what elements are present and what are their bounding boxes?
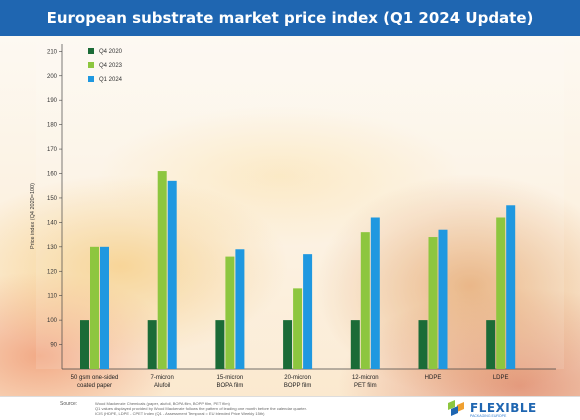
x-axis-labels: 50 gsm one-sided coated paper 7-micron Aluf… (71, 375, 509, 389)
x-tick-label: 7-micron (151, 375, 174, 381)
legend-label: Q4 2023 (99, 63, 123, 69)
y-tick-label: 150 (47, 196, 58, 202)
y-tick-label: 170 (47, 147, 58, 153)
y-tick-label: 110 (47, 294, 57, 300)
bar-q1-2024 (100, 246, 109, 369)
x-tick-label: HDPE (425, 375, 442, 381)
legend-label: Q4 2020 (99, 49, 123, 55)
bar-q4-2020 (350, 320, 360, 369)
bar-q4-2023 (90, 246, 99, 369)
x-tick-label: BOPP film (284, 383, 312, 389)
source-line: Q1 values displayed provided by Wood Mac… (95, 406, 307, 411)
legend-swatch (88, 76, 94, 82)
legend: Q4 2020 Q4 2023 Q1 2024 (88, 48, 123, 83)
bar-q4-2020 (147, 320, 157, 369)
y-tick-label: 140 (47, 220, 58, 226)
y-tick-label: 210 (47, 49, 58, 55)
bar-q4-2023 (225, 256, 235, 369)
bar-q4-2023 (428, 237, 438, 369)
x-tick-label: 50 gsm one-sided (71, 375, 119, 381)
y-tick-label: 90 (50, 343, 57, 349)
y-tick-label: 130 (47, 245, 58, 251)
legend-swatch (88, 62, 94, 68)
bar-q4-2020 (418, 320, 428, 369)
x-tick-label: BOPA film (216, 383, 243, 389)
bar-q4-2020 (486, 320, 496, 369)
bar-q4-2020 (283, 320, 293, 369)
bar-q1-2024 (235, 249, 245, 369)
y-tick-label: 180 (47, 123, 58, 129)
bar-q4-2023 (360, 232, 370, 369)
bar-chart: 90 100 110 120 130 140 150 160 170 180 190 200 210 5… (30, 42, 564, 389)
brand-logo: FLEXIBLE PACKAGING EUROPE (448, 400, 537, 418)
chart-title: European substrate market price index (Q… (46, 9, 534, 27)
bar-q1-2024 (303, 254, 313, 369)
y-tick-label: 200 (47, 74, 58, 80)
source-text: Wood Mackenzie Chemicals (paper, alufoil… (95, 401, 395, 416)
bar-q4-2020 (80, 320, 89, 369)
bar-q4-2020 (215, 320, 225, 369)
y-tick-label: 100 (47, 318, 58, 324)
source-line: ICIS (HDPE, LDPE - CPET Index (Q1 - Asse… (95, 411, 265, 416)
axes: 90 100 110 120 130 140 150 160 170 180 190 200 210 (47, 44, 556, 370)
y-tick-label: 160 (47, 172, 58, 178)
y-tick-label: 190 (47, 98, 58, 104)
bars (80, 171, 516, 369)
x-tick-label: 12-micron (352, 375, 379, 381)
x-tick-label: 20-micron (284, 375, 311, 381)
x-tick-label: 15-micron (217, 375, 244, 381)
x-tick-label: LDPE (493, 375, 509, 381)
footer: Source: Wood Mackenzie Chemicals (paper,… (0, 396, 580, 420)
legend-swatch (88, 48, 94, 54)
source-line: Wood Mackenzie Chemicals (paper, alufoil… (95, 401, 230, 406)
x-tick-label: coated paper (77, 383, 112, 389)
legend-label: Q1 2024 (99, 77, 123, 83)
bar-q4-2023 (293, 288, 303, 369)
chart-title-bar: European substrate market price index (Q… (0, 0, 580, 36)
y-axis-label: Price index (Q4 2020=100) (30, 183, 36, 249)
source-label: Source: (60, 401, 78, 407)
bar-q4-2023 (157, 171, 167, 369)
brand-name: FLEXIBLE (470, 401, 537, 415)
bar-q4-2023 (496, 217, 506, 369)
brand-tagline: PACKAGING EUROPE (470, 414, 507, 418)
bar-q1-2024 (167, 180, 177, 369)
y-tick-label: 120 (47, 269, 58, 275)
x-tick-label: Alufoil (154, 383, 170, 389)
brand-mark-icon (448, 400, 464, 416)
bar-q1-2024 (438, 229, 448, 369)
bar-q1-2024 (370, 217, 380, 369)
bar-q1-2024 (506, 205, 516, 369)
x-tick-label: PET film (354, 383, 377, 389)
